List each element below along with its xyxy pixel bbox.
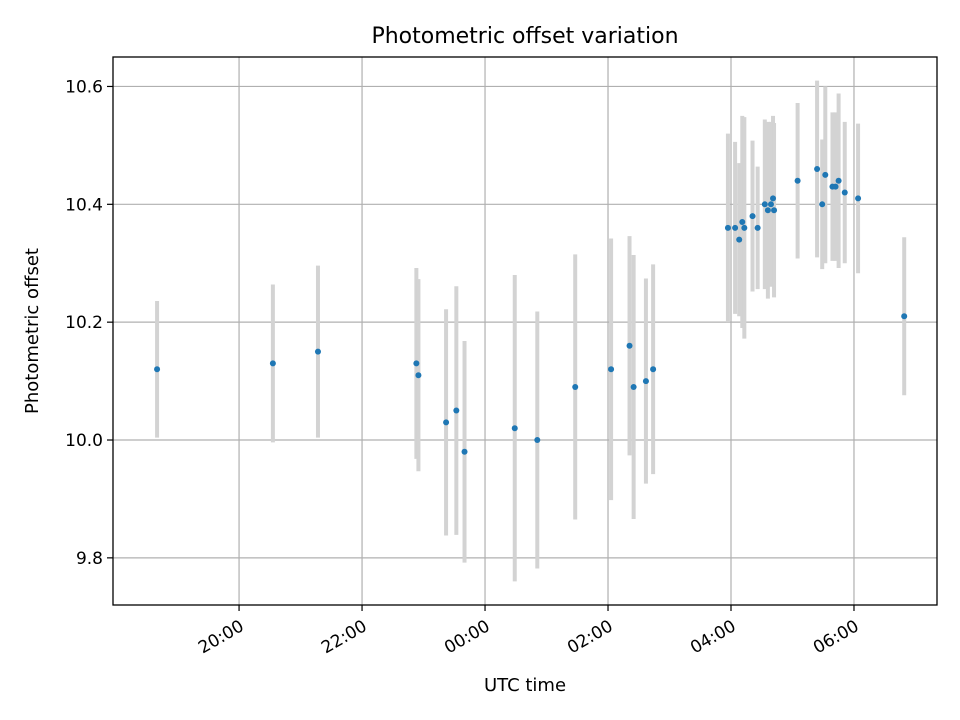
data-point <box>794 177 801 184</box>
data-point <box>770 195 777 202</box>
data-point <box>819 201 826 208</box>
data-point <box>608 366 615 373</box>
data-point <box>443 419 450 426</box>
data-point <box>754 224 761 231</box>
data-point <box>901 313 908 320</box>
data-point <box>154 366 161 373</box>
y-tick-label: 10.4 <box>65 195 103 215</box>
data-point <box>736 236 743 243</box>
y-tick-label: 10.6 <box>65 77 103 97</box>
data-point <box>642 378 649 385</box>
data-point <box>822 171 829 178</box>
data-point <box>835 177 842 184</box>
data-point <box>269 360 276 367</box>
data-point <box>413 360 420 367</box>
y-tick-label: 9.8 <box>76 549 103 569</box>
data-point <box>832 183 839 190</box>
data-point <box>771 207 778 214</box>
data-point <box>739 218 746 225</box>
data-point <box>314 348 321 355</box>
plot-frame <box>112 56 938 606</box>
chart-title: Photometric offset variation <box>371 24 678 49</box>
data-point <box>630 383 637 390</box>
data-point <box>855 195 862 202</box>
data-point <box>749 213 756 220</box>
data-point <box>814 165 821 172</box>
data-point <box>511 425 518 432</box>
data-point <box>767 201 774 208</box>
data-point <box>732 224 739 231</box>
data-point <box>650 366 657 373</box>
data-point <box>761 201 768 208</box>
data-point <box>415 372 422 379</box>
grid <box>113 57 937 605</box>
data-points <box>154 165 908 455</box>
data-point <box>741 224 748 231</box>
data-point <box>764 207 771 214</box>
data-point <box>724 224 731 231</box>
y-tick-label: 10.2 <box>65 313 103 333</box>
x-axis-label: UTC time <box>484 675 566 696</box>
data-point <box>572 383 579 390</box>
data-point <box>626 342 633 349</box>
y-axis-label: Photometric offset <box>22 248 43 414</box>
y-tick-label: 10.0 <box>65 431 103 451</box>
data-point <box>534 437 541 444</box>
data-point <box>453 407 460 414</box>
data-point <box>461 448 468 455</box>
data-point <box>841 189 848 196</box>
